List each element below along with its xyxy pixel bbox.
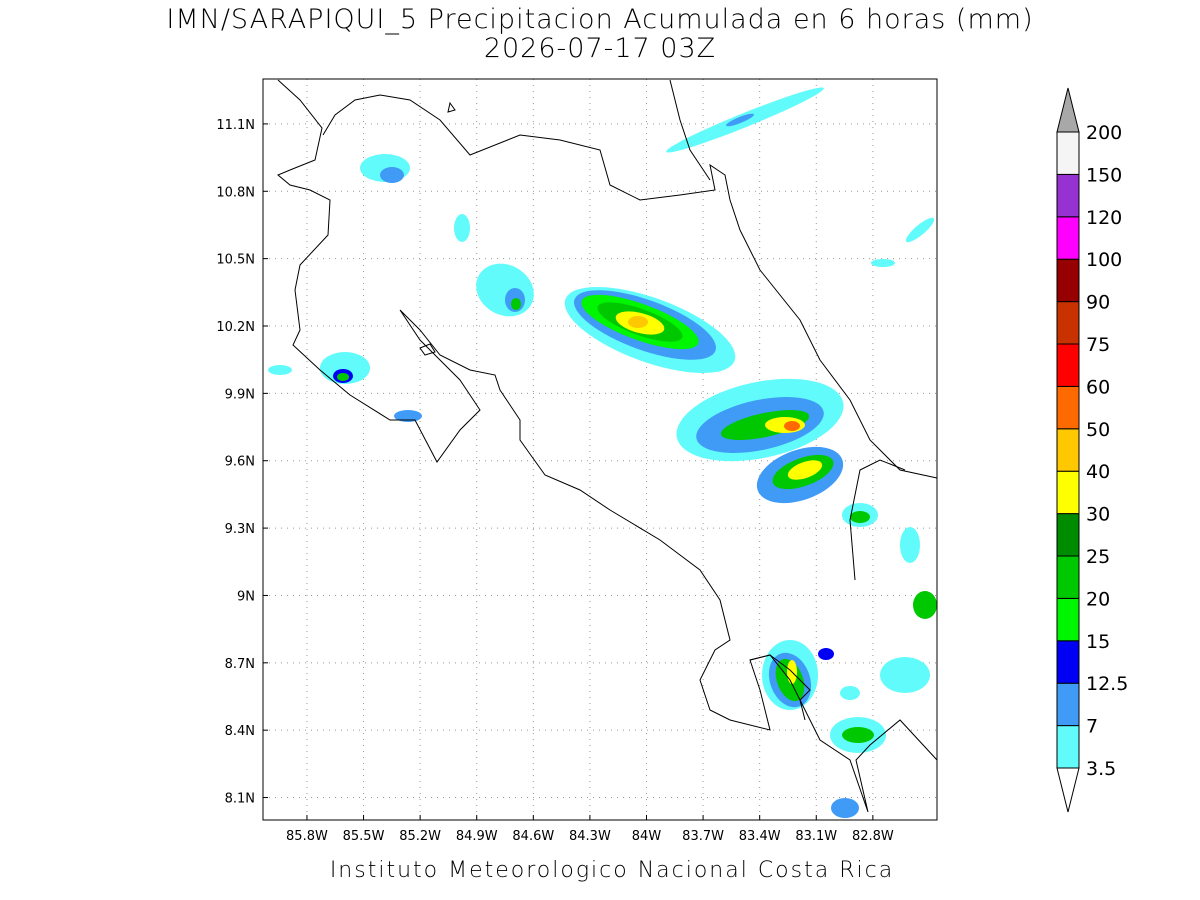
colorbar-swatch <box>1056 258 1080 303</box>
colorbar-swatch <box>1056 470 1080 515</box>
colorbar-swatch <box>1056 173 1080 218</box>
colorbar-label: 3.5 <box>1086 758 1116 780</box>
colorbar-upper-arrow <box>1056 87 1080 133</box>
colorbar-label: 7 <box>1086 716 1098 738</box>
colorbar-label: 60 <box>1086 376 1110 398</box>
coastline <box>277 79 938 813</box>
colorbar-swatch <box>1056 597 1080 642</box>
precipitation <box>268 87 937 818</box>
colorbar-swatch <box>1056 131 1080 175</box>
colorbar-label: 12.5 <box>1086 673 1128 695</box>
colorbar-label: 75 <box>1086 334 1110 356</box>
x-tick-label: 82.8W <box>852 829 894 844</box>
grid <box>263 79 937 820</box>
colorbar-lower-arrow <box>1056 767 1080 813</box>
colorbar-swatch <box>1056 725 1080 769</box>
y-tick-label: 9.9N <box>225 387 255 402</box>
colorbar-swatch <box>1056 216 1080 260</box>
colorbar-swatch <box>1056 682 1080 727</box>
colorbar-label: 90 <box>1086 292 1110 314</box>
colorbar-swatch <box>1056 428 1080 472</box>
x-tick-label: 84.9W <box>456 829 498 844</box>
colorbar-swatch <box>1056 385 1080 430</box>
x-tick-label: 84W <box>632 829 662 844</box>
colorbar-label: 15 <box>1086 631 1110 653</box>
colorbar-swatch <box>1056 343 1080 387</box>
subtitle: 2026-07-17 03Z <box>484 33 716 64</box>
colorbar-label: 20 <box>1086 588 1110 610</box>
colorbar-swatch <box>1056 301 1080 345</box>
x-tick-label: 83.7W <box>682 829 724 844</box>
colorbar-label: 100 <box>1086 249 1122 271</box>
colorbar-swatch <box>1056 513 1080 557</box>
x-tick-label: 85.2W <box>399 829 441 844</box>
x-tick-label: 85.5W <box>343 829 385 844</box>
colorbar-label: 200 <box>1086 122 1122 144</box>
colorbar: 3.5 7 12.5 15 20 25 30 40 50 60 75 90 100 120 150 200 <box>1056 87 1128 813</box>
y-tick-label: 9.6N <box>225 455 255 470</box>
y-tick-label: 10.8N <box>216 185 255 200</box>
colorbar-label: 150 <box>1086 164 1122 186</box>
map-frame <box>262 78 938 821</box>
y-tick-label: 10.2N <box>216 320 255 335</box>
colorbar-label: 120 <box>1086 207 1122 229</box>
y-tick-label: 8.7N <box>225 657 255 672</box>
x-tick-label: 84.3W <box>569 829 611 844</box>
y-tick-label: 8.4N <box>225 724 255 739</box>
x-tick-label: 84.6W <box>512 829 554 844</box>
colorbar-label: 25 <box>1086 546 1110 568</box>
colorbar-label: 50 <box>1086 419 1110 441</box>
colorbar-swatch <box>1056 640 1080 684</box>
y-tick-label: 9.3N <box>225 522 255 537</box>
colorbar-label: 30 <box>1086 504 1110 526</box>
y-tick-label: 9N <box>237 589 255 604</box>
y-tick-label: 8.1N <box>225 792 255 807</box>
footer: Instituto Meteorologico Nacional Costa R… <box>330 858 894 883</box>
colorbar-swatch <box>1056 555 1080 599</box>
x-tick-label: 83.1W <box>795 829 837 844</box>
x-tick-label: 85.8W <box>286 829 328 844</box>
y-tick-label: 11.1N <box>216 118 255 133</box>
y-tick-label: 10.5N <box>216 253 255 268</box>
colorbar-label: 40 <box>1086 461 1110 483</box>
title: IMN/SARAPIQUI_5 Precipitacion Acumulada … <box>166 4 1033 35</box>
x-tick-label: 83.4W <box>739 829 781 844</box>
